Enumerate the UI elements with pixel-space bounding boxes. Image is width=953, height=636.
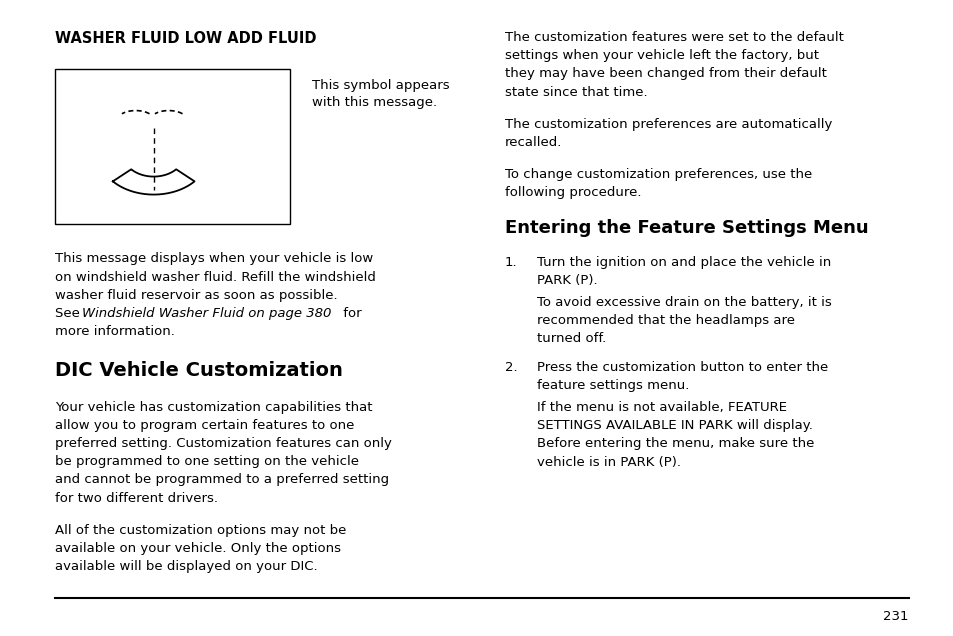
Text: available will be displayed on your DIC.: available will be displayed on your DIC.: [55, 560, 317, 573]
Text: vehicle is in PARK (P).: vehicle is in PARK (P).: [537, 455, 680, 469]
Text: If the menu is not available, FEATURE: If the menu is not available, FEATURE: [537, 401, 786, 414]
Text: settings when your vehicle left the factory, but: settings when your vehicle left the fact…: [504, 49, 818, 62]
Text: PARK (P).: PARK (P).: [537, 273, 597, 287]
Text: 231: 231: [882, 610, 908, 623]
Text: Before entering the menu, make sure the: Before entering the menu, make sure the: [537, 438, 814, 450]
Text: feature settings menu.: feature settings menu.: [537, 379, 689, 392]
Text: Your vehicle has customization capabilities that: Your vehicle has customization capabilit…: [55, 401, 372, 413]
Text: WASHER FLUID LOW ADD FLUID: WASHER FLUID LOW ADD FLUID: [55, 31, 316, 46]
Text: See: See: [55, 307, 84, 320]
FancyBboxPatch shape: [55, 69, 290, 225]
Text: Entering the Feature Settings Menu: Entering the Feature Settings Menu: [504, 219, 868, 237]
Text: following procedure.: following procedure.: [504, 186, 640, 200]
Text: All of the customization options may not be: All of the customization options may not…: [55, 524, 346, 537]
Text: turned off.: turned off.: [537, 333, 605, 345]
Text: state since that time.: state since that time.: [504, 86, 647, 99]
Text: and cannot be programmed to a preferred setting: and cannot be programmed to a preferred …: [55, 473, 389, 487]
Text: This symbol appears
with this message.: This symbol appears with this message.: [312, 80, 449, 109]
Text: be programmed to one setting on the vehicle: be programmed to one setting on the vehi…: [55, 455, 358, 468]
Text: The customization features were set to the default: The customization features were set to t…: [504, 31, 843, 44]
Text: preferred setting. Customization features can only: preferred setting. Customization feature…: [55, 437, 392, 450]
Text: available on your vehicle. Only the options: available on your vehicle. Only the opti…: [55, 542, 340, 555]
Text: Windshield Washer Fluid on page 380: Windshield Washer Fluid on page 380: [82, 307, 331, 320]
Text: The customization preferences are automatically: The customization preferences are automa…: [504, 118, 832, 131]
Text: for two different drivers.: for two different drivers.: [55, 492, 218, 504]
Text: This message displays when your vehicle is low: This message displays when your vehicle …: [55, 252, 373, 265]
Text: washer fluid reservoir as soon as possible.: washer fluid reservoir as soon as possib…: [55, 289, 337, 301]
Text: for: for: [338, 307, 361, 320]
Text: on windshield washer fluid. Refill the windshield: on windshield washer fluid. Refill the w…: [55, 270, 375, 284]
Text: DIC Vehicle Customization: DIC Vehicle Customization: [55, 361, 342, 380]
Text: To avoid excessive drain on the battery, it is: To avoid excessive drain on the battery,…: [537, 296, 831, 309]
Text: recalled.: recalled.: [504, 136, 561, 149]
Text: recommended that the headlamps are: recommended that the headlamps are: [537, 314, 794, 327]
Text: more information.: more information.: [55, 325, 174, 338]
Text: allow you to program certain features to one: allow you to program certain features to…: [55, 418, 354, 432]
Text: 2.: 2.: [504, 361, 517, 373]
Text: To change customization preferences, use the: To change customization preferences, use…: [504, 169, 811, 181]
Text: SETTINGS AVAILABLE IN PARK will display.: SETTINGS AVAILABLE IN PARK will display.: [537, 419, 812, 432]
Text: they may have been changed from their default: they may have been changed from their de…: [504, 67, 826, 80]
Text: Turn the ignition on and place the vehicle in: Turn the ignition on and place the vehic…: [537, 256, 830, 268]
Text: Press the customization button to enter the: Press the customization button to enter …: [537, 361, 827, 373]
Text: 1.: 1.: [504, 256, 517, 268]
